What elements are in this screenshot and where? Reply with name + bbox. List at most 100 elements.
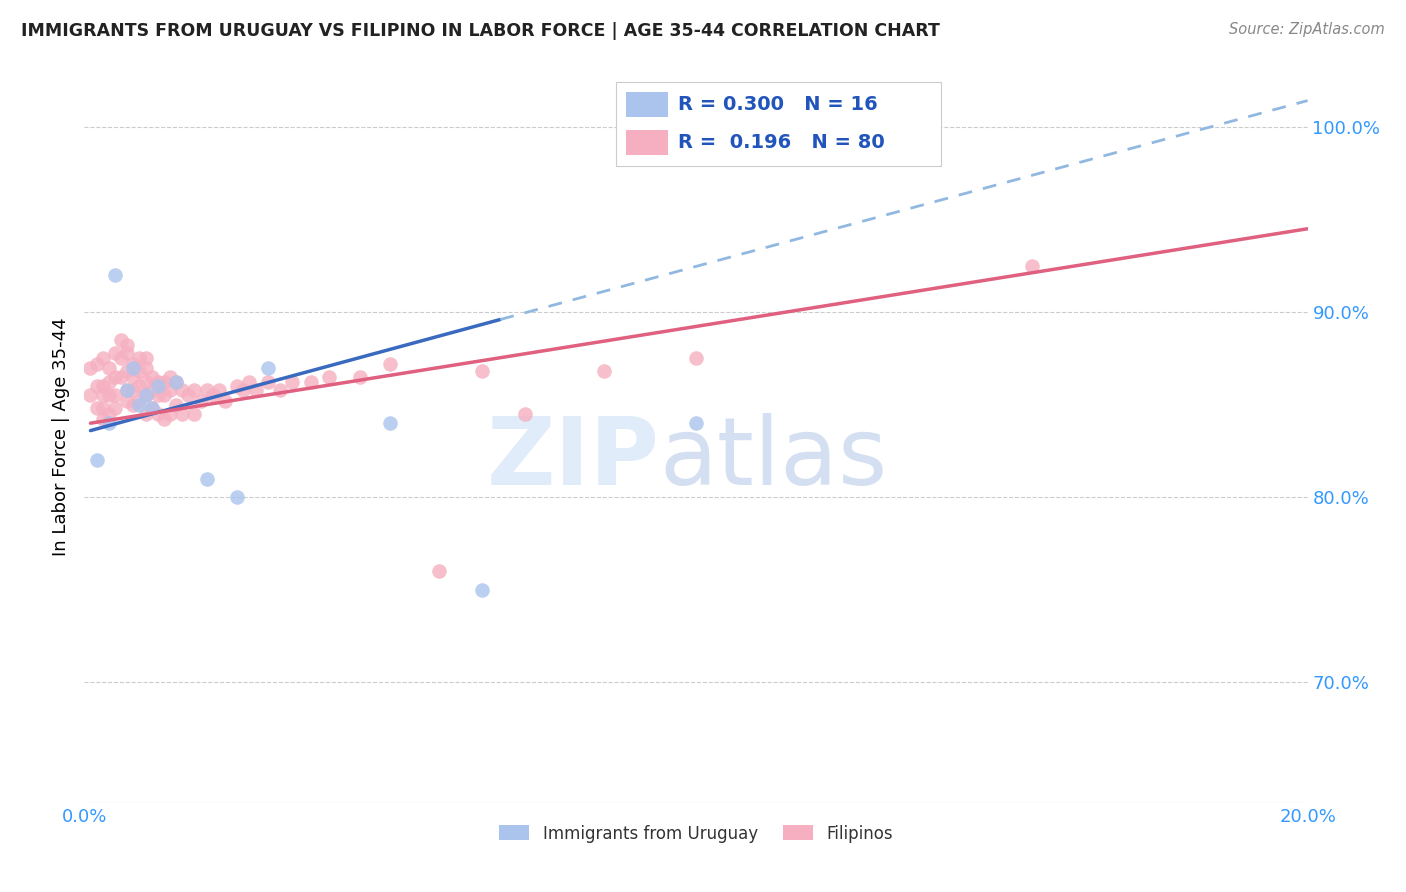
Point [427, 565, 450, 579]
Point [146, 407, 169, 421]
Point [685, 416, 707, 430]
Text: Source: ZipAtlas.com: Source: ZipAtlas.com [1229, 22, 1385, 37]
Point [97, 360, 120, 375]
Text: atlas: atlas [659, 413, 887, 505]
Point [128, 394, 150, 409]
Point [115, 383, 138, 397]
Point [183, 407, 205, 421]
Point [91, 379, 114, 393]
Point [79, 388, 101, 402]
Point [97, 376, 120, 390]
Point [208, 383, 231, 397]
Point [281, 376, 304, 390]
Point [135, 360, 157, 375]
Point [141, 383, 163, 397]
Point [1021, 259, 1043, 273]
Point [190, 394, 212, 409]
Point [79, 360, 101, 375]
Point [471, 364, 494, 378]
Point [245, 383, 267, 397]
Point [110, 370, 132, 384]
Point [86, 379, 108, 393]
Point [226, 379, 249, 393]
Point [104, 346, 127, 360]
Point [269, 383, 291, 397]
Text: ZIP: ZIP [486, 413, 659, 505]
Point [159, 383, 181, 397]
Point [159, 407, 181, 421]
Point [159, 370, 181, 384]
Point [91, 401, 114, 416]
Point [141, 370, 163, 384]
Point [685, 351, 707, 366]
Point [115, 364, 138, 378]
Point [135, 388, 157, 402]
Point [97, 388, 120, 402]
Y-axis label: In Labor Force | Age 35-44: In Labor Force | Age 35-44 [52, 318, 70, 557]
Point [135, 376, 157, 390]
Point [97, 407, 120, 421]
Point [86, 453, 108, 467]
Point [110, 333, 132, 347]
Point [104, 268, 127, 282]
FancyBboxPatch shape [616, 82, 941, 167]
Point [232, 383, 254, 397]
Point [153, 412, 176, 426]
Point [110, 351, 132, 366]
Point [318, 370, 340, 384]
Point [165, 376, 187, 390]
Point [122, 383, 145, 397]
Point [195, 383, 218, 397]
Point [122, 398, 145, 412]
Point [128, 351, 150, 366]
Point [122, 357, 145, 371]
Point [104, 388, 127, 402]
Point [257, 360, 280, 375]
Point [86, 357, 108, 371]
Point [141, 401, 163, 416]
Point [165, 376, 187, 390]
Point [104, 370, 127, 384]
Point [135, 407, 157, 421]
Text: IMMIGRANTS FROM URUGUAY VS FILIPINO IN LABOR FORCE | AGE 35-44 CORRELATION CHART: IMMIGRANTS FROM URUGUAY VS FILIPINO IN L… [21, 22, 941, 40]
Point [299, 376, 322, 390]
Point [257, 376, 280, 390]
Point [115, 394, 138, 409]
Point [146, 388, 169, 402]
Point [226, 490, 249, 504]
Text: R =  0.196   N = 80: R = 0.196 N = 80 [678, 133, 884, 152]
Text: R = 0.300   N = 16: R = 0.300 N = 16 [678, 95, 877, 114]
Point [201, 388, 224, 402]
Point [146, 376, 169, 390]
Point [380, 357, 402, 371]
Point [104, 401, 127, 416]
Point [115, 383, 138, 397]
Point [471, 582, 494, 597]
FancyBboxPatch shape [626, 92, 668, 117]
Point [380, 416, 402, 430]
Point [172, 407, 194, 421]
Point [141, 401, 163, 416]
Point [91, 388, 114, 402]
Point [165, 398, 187, 412]
Point [153, 376, 176, 390]
Point [86, 401, 108, 416]
Point [115, 346, 138, 360]
Point [146, 379, 169, 393]
Point [91, 351, 114, 366]
Point [183, 383, 205, 397]
Point [97, 416, 120, 430]
Point [91, 412, 114, 426]
Point [135, 351, 157, 366]
Point [349, 370, 371, 384]
Point [177, 388, 200, 402]
Point [115, 338, 138, 352]
Point [238, 376, 260, 390]
Point [172, 383, 194, 397]
Point [593, 364, 616, 378]
FancyBboxPatch shape [626, 130, 668, 154]
Point [128, 379, 150, 393]
Point [214, 394, 236, 409]
Legend: Immigrants from Uruguay, Filipinos: Immigrants from Uruguay, Filipinos [492, 818, 900, 849]
Point [122, 360, 145, 375]
